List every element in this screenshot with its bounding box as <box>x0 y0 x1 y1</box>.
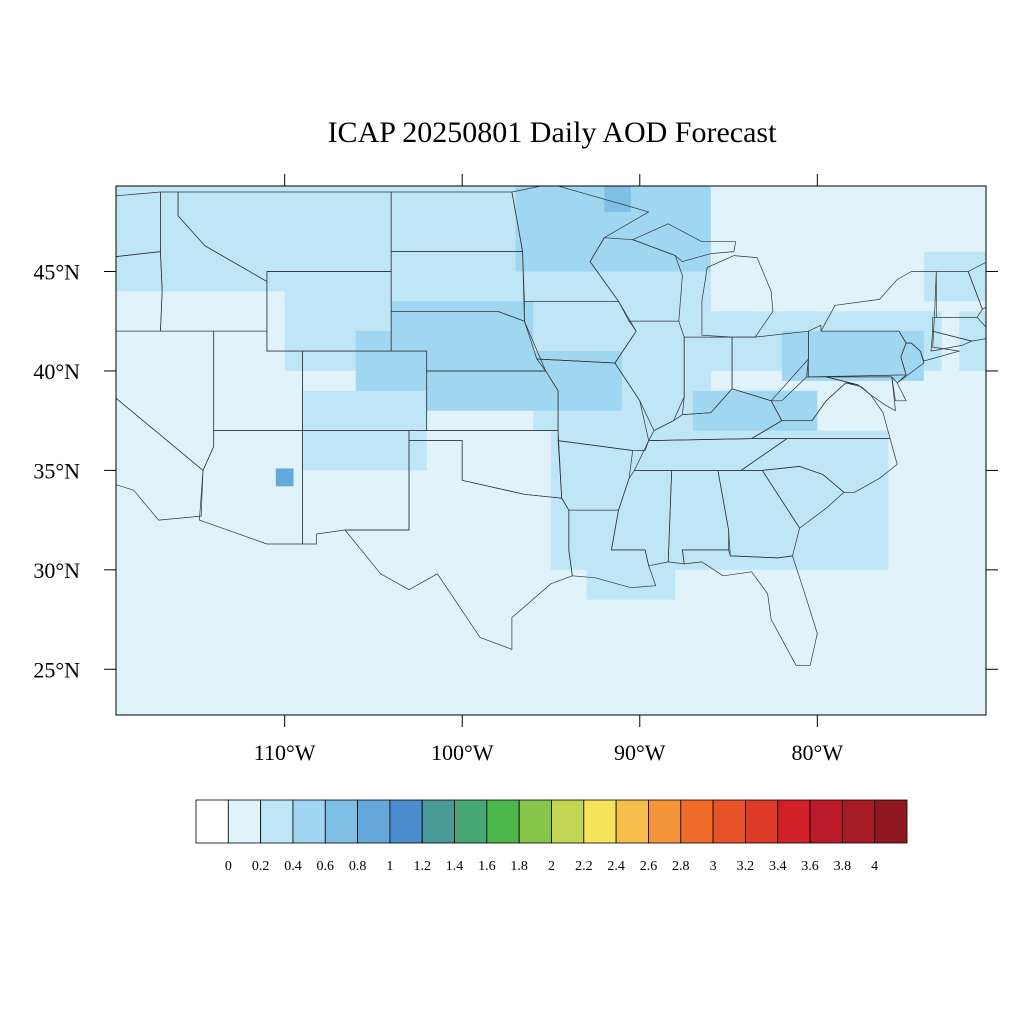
colorbar-bin <box>648 799 682 844</box>
state-outline-texas <box>344 440 573 650</box>
colorbar-label: 0.2 <box>252 859 270 874</box>
state-outline-vermont-nh <box>935 271 983 318</box>
colorbar-bin <box>292 799 326 844</box>
colorbar-label: 0 <box>225 859 232 874</box>
state-outline-wisconsin <box>589 237 683 322</box>
colorbar-label: 3.4 <box>769 859 787 874</box>
colorbar-label: 3.2 <box>737 859 755 874</box>
longitude-labels: 110°W 100°W 90°W 80°W <box>254 740 844 765</box>
colorbar-bin <box>615 799 649 844</box>
colorbar-label: 2.2 <box>575 859 593 874</box>
latitude-labels: 45°N 40°N 35°N 30°N 25°N <box>33 260 80 683</box>
state-outline-delaware <box>891 376 907 402</box>
colorbar-label: 0.6 <box>317 859 335 874</box>
colorbar-bin <box>486 799 520 844</box>
colorbar-label: 2 <box>548 859 555 874</box>
colorbar-label: 1.4 <box>446 859 464 874</box>
colorbar-label: 3 <box>710 859 717 874</box>
colorbar-bin <box>712 799 746 844</box>
colorbar-label: 1.6 <box>478 859 496 874</box>
state-outline-california <box>116 397 204 521</box>
lat-label: 25°N <box>33 657 80 682</box>
colorbar-label: 2.8 <box>672 859 690 874</box>
colorbar-bin <box>809 799 843 844</box>
state-boundaries <box>116 186 986 666</box>
lat-label: 30°N <box>33 558 80 583</box>
lon-label: 100°W <box>431 740 494 765</box>
aod-cell <box>923 251 986 302</box>
state-outline-massachusetts <box>932 316 986 342</box>
lon-label: 90°W <box>614 740 666 765</box>
map-panel <box>115 185 987 716</box>
colorbar-bin <box>680 799 714 844</box>
colorbar-label: 2.6 <box>640 859 658 874</box>
colorbar-bin <box>324 799 358 844</box>
lat-label: 35°N <box>33 458 80 483</box>
colorbar-label: 2.4 <box>607 859 625 874</box>
aod-cell <box>604 186 631 212</box>
lat-label: 45°N <box>33 260 80 285</box>
aod-cell <box>781 331 924 381</box>
colorbar-label: 3.6 <box>801 859 819 874</box>
state-outline-maine <box>967 261 986 310</box>
lon-label: 80°W <box>792 740 844 765</box>
colorbar-label: 0.4 <box>284 859 302 874</box>
aod-field <box>116 186 986 600</box>
colorbar-label: 0.8 <box>349 859 367 874</box>
lon-label: 110°W <box>254 740 316 765</box>
state-outline-connecticut-ri <box>930 330 973 352</box>
colorbar-bin <box>777 799 811 844</box>
aod-cell <box>533 351 623 411</box>
colorbar-label: 1 <box>386 859 393 874</box>
aod-cell <box>710 400 782 431</box>
colorbar-bin <box>454 799 488 844</box>
colorbar-label: 1.8 <box>510 859 528 874</box>
colorbar-label: 4 <box>871 859 878 874</box>
map-border <box>115 185 987 716</box>
aod-cell <box>426 331 534 401</box>
aod-cell <box>275 468 294 487</box>
colorbar-label: 3.8 <box>834 859 852 874</box>
colorbar <box>195 799 908 844</box>
colorbar-bin <box>745 799 779 844</box>
state-outline-florida <box>682 549 818 666</box>
axis-ticks <box>104 174 998 727</box>
state-outline-michigan-up <box>632 223 737 262</box>
colorbar-bin <box>551 799 585 844</box>
state-outline-new-york <box>820 271 960 362</box>
aod-cell <box>586 530 676 600</box>
colorbar-bin <box>195 799 229 844</box>
colorbar-bin <box>874 799 908 844</box>
colorbar-bin <box>227 799 262 844</box>
colorbar-labels: 0 0.2 0.4 0.6 0.8 1 1.2 1.4 1.6 1.8 2 2.2 2.4 2.6 2.8 3… <box>225 859 878 874</box>
colorbar-label: 1.2 <box>413 859 431 874</box>
figure-title: ICAP 20250801 Daily AOD Forecast <box>328 116 778 149</box>
colorbar-bin <box>583 799 617 844</box>
colorbar-bin <box>421 799 455 844</box>
colorbar-bin <box>260 799 294 844</box>
colorbar-bin <box>518 799 552 844</box>
lat-label: 40°N <box>33 359 80 384</box>
colorbar-bin <box>357 799 391 844</box>
colorbar-bin <box>389 799 423 844</box>
colorbar-bin <box>841 799 876 844</box>
